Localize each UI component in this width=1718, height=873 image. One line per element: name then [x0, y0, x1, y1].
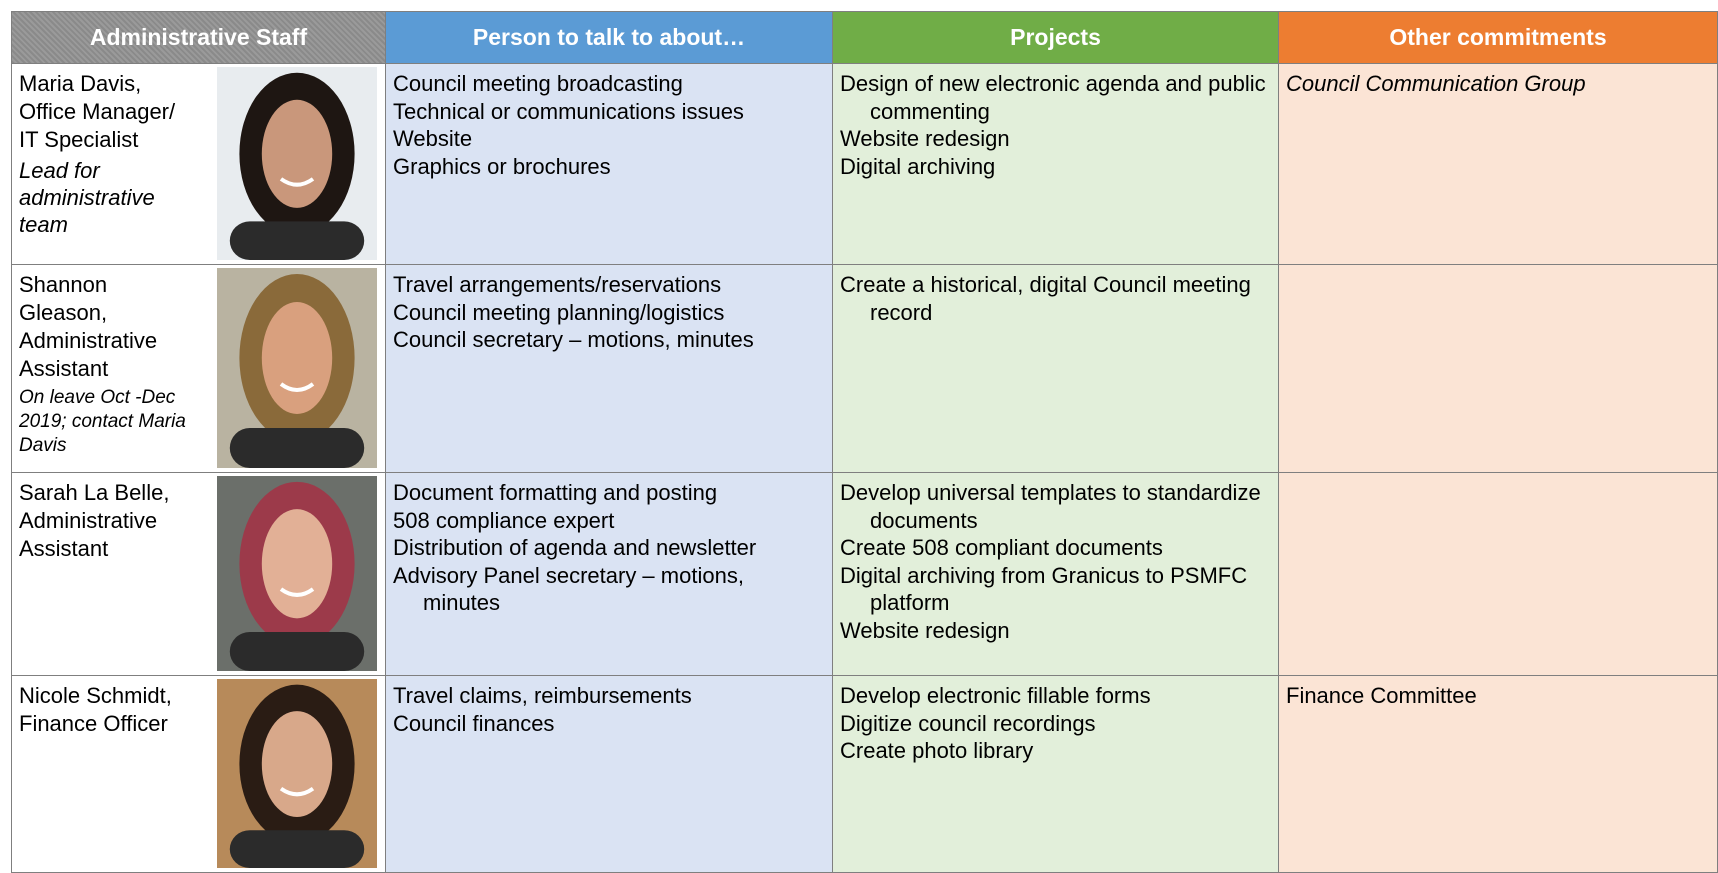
talk-item: Council secretary – motions, minutes	[393, 327, 754, 352]
staff-name: IT Specialist	[19, 127, 139, 152]
header-text: Person to talk to about…	[472, 24, 746, 50]
commitments-cell	[1279, 473, 1718, 676]
talk-item: Travel arrangements/reservations	[393, 272, 722, 297]
talk-cell: Document formatting and posting 508 compl…	[386, 473, 833, 676]
talk-item: Distribution of agenda and newsletter	[393, 535, 757, 560]
staff-name: Administrative	[19, 328, 158, 353]
staff-text: Shannon Gleason, Administrative Assistant On…	[19, 271, 209, 458]
talk-item: Website	[393, 126, 473, 151]
staff-name: Office Manager/	[19, 99, 176, 124]
projects-item: Website redesign	[840, 126, 1010, 151]
staff-text: Nicole Schmidt, Finance Officer	[19, 682, 209, 738]
staff-cell: Nicole Schmidt, Finance Officer	[11, 676, 386, 873]
talk-item: Council finances	[393, 710, 555, 736]
talk-cell: Travel claims, reimbursements Council fin…	[386, 676, 833, 873]
staff-name: Shannon	[19, 272, 108, 297]
projects-item: Create photo library	[840, 738, 1034, 763]
staff-cell: Shannon Gleason, Administrative Assistant On…	[11, 265, 386, 473]
staff-photo	[217, 476, 377, 671]
staff-text: Sarah La Belle, Administrative Assistant	[19, 479, 209, 563]
staff-photo	[217, 679, 377, 868]
header-text: Other commitments	[1389, 24, 1607, 50]
header-cell: Person to talk to about…	[386, 11, 833, 64]
staff-name: Maria Davis,	[19, 71, 142, 96]
header-cell: Other commitments	[1279, 11, 1718, 64]
staff-name: Assistant	[19, 536, 109, 561]
projects-cell: Develop universal templates to standardi…	[833, 473, 1279, 676]
projects-item: Digital archiving	[840, 153, 996, 179]
staff-cell: Sarah La Belle, Administrative Assistant	[11, 473, 386, 676]
projects-cell: Design of new electronic agenda and publ…	[833, 64, 1279, 265]
commitments-item: Council Communication Group	[1286, 71, 1586, 96]
talk-item: Graphics or brochures	[393, 153, 611, 179]
projects-cell: Develop electronic fillable forms Digitiz…	[833, 676, 1279, 873]
header-text: Projects	[1010, 24, 1101, 50]
header-text: Administrative Staff	[89, 24, 308, 50]
commitments-cell: Finance Committee	[1279, 676, 1718, 873]
staff-name: Finance Officer	[19, 711, 168, 736]
staff-note: On leave Oct -Dec 2019; contact Maria Da…	[19, 387, 186, 456]
staff-text: Maria Davis, Office Manager/IT Specialist…	[19, 70, 209, 238]
projects-item: Website redesign	[840, 617, 1010, 643]
projects-item: Develop universal templates to standardi…	[840, 480, 1261, 533]
talk-item: 508 compliance expert	[393, 507, 615, 533]
projects-cell: Create a historical, digital Council mee…	[833, 265, 1279, 473]
talk-item: Advisory Panel secretary – motions, minu…	[393, 562, 744, 616]
talk-item: Travel claims, reimbursements	[393, 683, 692, 708]
commitments-item: Finance Committee	[1286, 683, 1477, 708]
header-cell: Projects	[833, 11, 1279, 64]
staff-name: Nicole Schmidt,	[19, 683, 172, 708]
staff-name: Gleason,	[19, 300, 108, 325]
projects-item: Digitize council recordings	[840, 710, 1096, 736]
staff-photo	[217, 268, 377, 468]
talk-item: Council meeting broadcasting	[393, 71, 683, 96]
header-cell: Administrative Staff	[11, 11, 386, 64]
staff-note: Lead for administrative team	[19, 158, 155, 237]
staff-photo	[217, 67, 377, 260]
projects-item: Develop electronic fillable forms	[840, 683, 1151, 708]
talk-cell: Council meeting broadcasting Technical or…	[386, 64, 833, 265]
staff-name: Sarah La Belle,	[19, 480, 170, 505]
staff-name: Administrative	[19, 508, 158, 533]
staff-cell: Maria Davis, Office Manager/IT Specialist…	[11, 64, 386, 265]
commitments-cell: Council Communication Group	[1279, 64, 1718, 265]
talk-cell: Travel arrangements/reservations Council …	[386, 265, 833, 473]
commitments-cell	[1279, 265, 1718, 473]
projects-item: Create a historical, digital Council mee…	[840, 272, 1251, 325]
talk-item: Technical or communications issues	[393, 98, 744, 124]
projects-item: Create 508 compliant documents	[840, 535, 1163, 560]
talk-item: Council meeting planning/logistics	[393, 299, 725, 325]
staff-name: Assistant	[19, 356, 109, 381]
projects-item: Digital archiving from Granicus to PSMFC…	[840, 562, 1248, 616]
projects-item: Design of new electronic agenda and publ…	[840, 71, 1266, 124]
talk-item: Document formatting and posting	[393, 480, 718, 505]
